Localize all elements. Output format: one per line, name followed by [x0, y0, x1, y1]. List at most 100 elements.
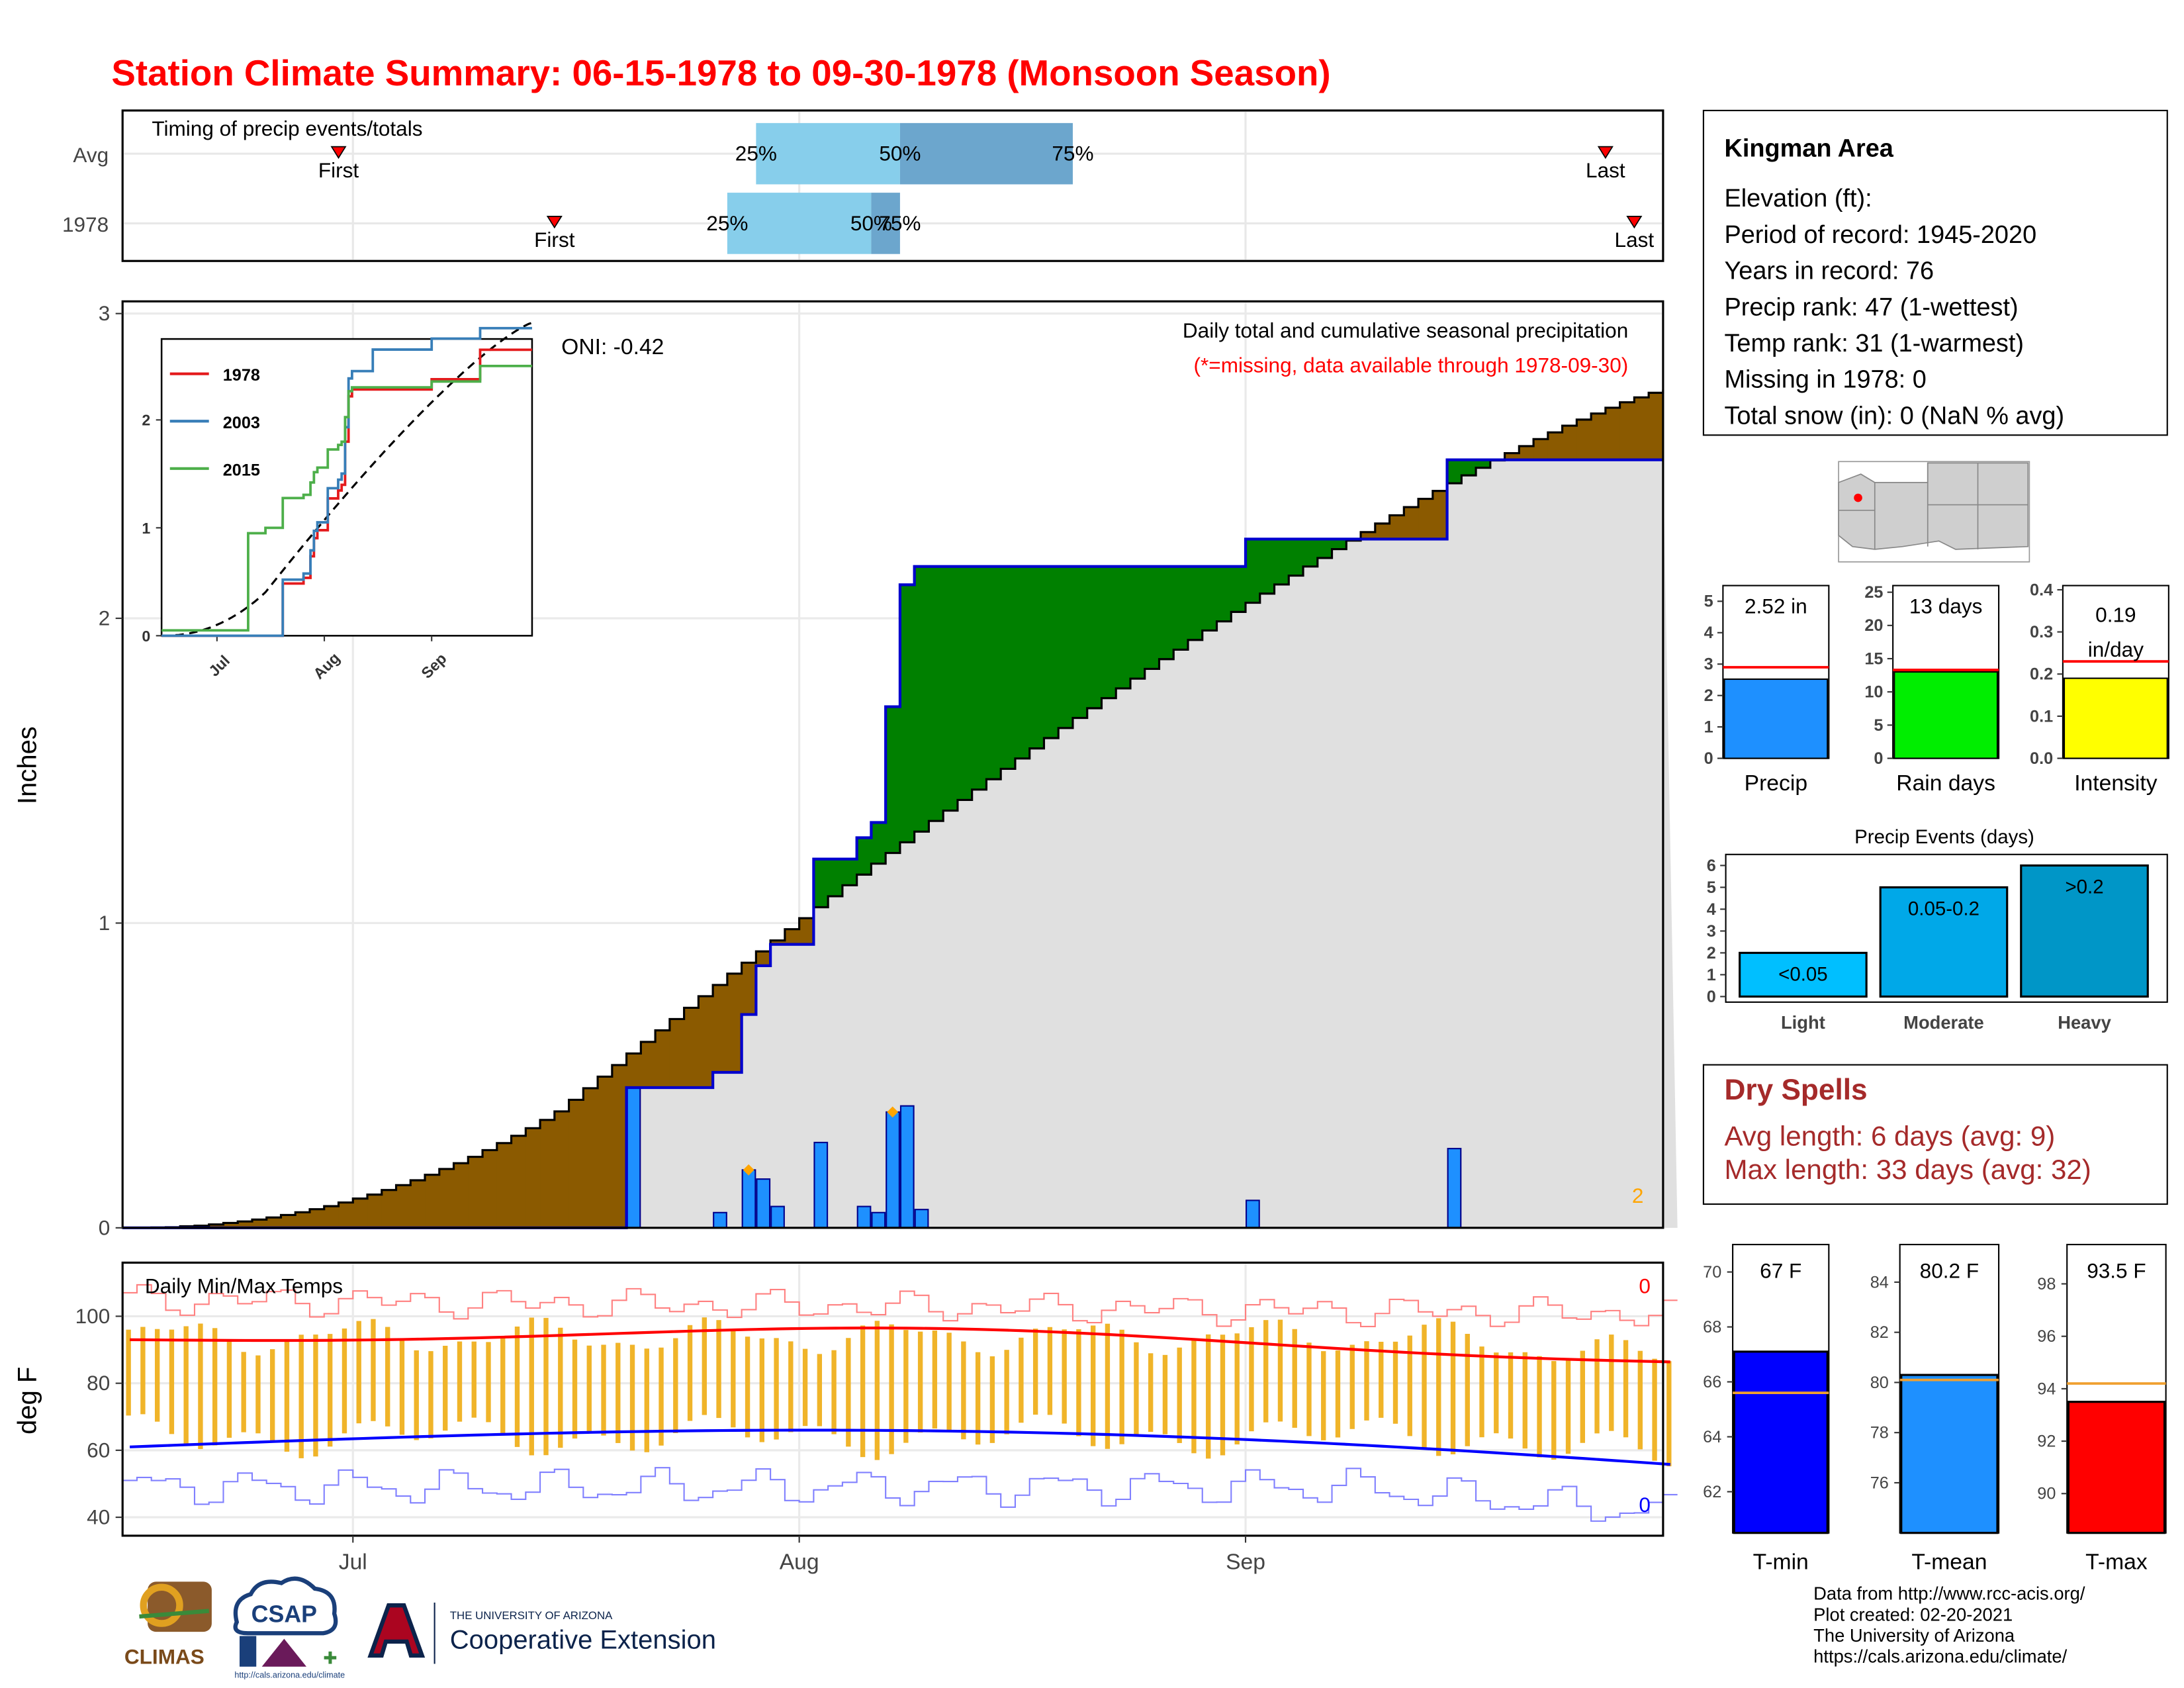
- precip-events-title: Precip Events (days): [1854, 826, 2034, 848]
- daily-temp-range-bar: [1436, 1318, 1441, 1456]
- deficit-fill: [482, 1150, 498, 1228]
- events-tick-label: 0: [1707, 988, 1716, 1006]
- average-min-line: [130, 1429, 1670, 1466]
- temp-summary-value: 67 F: [1760, 1259, 1801, 1283]
- climas-logo-text: CLIMAS: [124, 1645, 205, 1669]
- daily-temp-range-bar: [428, 1351, 433, 1438]
- daily-temp-range-bar: [673, 1338, 678, 1433]
- daily-precip-bar: [871, 1211, 886, 1229]
- deficit-fill: [799, 918, 815, 945]
- daily-temp-range-bar: [629, 1344, 635, 1451]
- summary-tick-label: 1: [1704, 718, 1713, 737]
- surplus-fill: [813, 859, 829, 908]
- surplus-fill: [1116, 566, 1131, 688]
- y-tick-label: 40: [87, 1505, 110, 1529]
- daily-temp-range-bar: [1594, 1339, 1600, 1434]
- event-bar: [2020, 864, 2149, 998]
- daily-precip-bar: [813, 1141, 829, 1229]
- daily-temp-range-bar: [1580, 1350, 1585, 1443]
- event-bar-value: 0.05-0.2: [1908, 898, 1979, 920]
- daily-temp-range-bar: [212, 1328, 218, 1446]
- deficit-fill: [353, 1198, 368, 1228]
- daily-precip-bar: [1246, 1199, 1260, 1229]
- first-event-marker: [546, 216, 563, 229]
- station-detail-line: Precip rank: 47 (1-wettest): [1724, 293, 2018, 321]
- daily-temp-range-bar: [1422, 1325, 1427, 1449]
- deficit-fill: [784, 929, 800, 945]
- deficit-fill: [1547, 432, 1563, 460]
- station-detail-line: Elevation (ft):: [1724, 185, 1872, 212]
- daily-temp-range-bar: [1450, 1321, 1456, 1454]
- temp-summary-tick-label: 84: [1870, 1273, 1889, 1291]
- timing-row-label-year: 1978: [62, 212, 109, 236]
- daily-temp-range-bar: [917, 1331, 923, 1433]
- temp-summary-tick-label: 68: [1703, 1318, 1721, 1336]
- daily-temp-range-bar: [817, 1354, 823, 1427]
- surplus-fill: [1447, 459, 1463, 484]
- footer-credits: Data from http://www.rcc-acis.org/ Plot …: [1813, 1583, 2085, 1667]
- event-bar: [1879, 886, 2009, 998]
- timing-bar-25-50: [727, 193, 872, 254]
- surplus-fill: [828, 859, 843, 896]
- surplus-fill: [1173, 566, 1189, 650]
- daily-temp-range-bar: [1004, 1350, 1009, 1434]
- summary-bar-label: Precip: [1745, 771, 1807, 796]
- timing-panel: Timing of precip events/totals 25% 50% 75%…: [62, 109, 1664, 262]
- daily-temp-range-bar: [371, 1319, 376, 1421]
- summary-tick-label: 5: [1874, 716, 1883, 735]
- daily-temp-range-bar: [1392, 1341, 1398, 1424]
- deficit-fill: [770, 940, 786, 945]
- daily-temp-range-bar: [659, 1347, 664, 1446]
- daily-temp-range-bar: [399, 1340, 405, 1435]
- temp-summary-label: T-mean: [1911, 1550, 1987, 1574]
- surplus-fill: [1001, 566, 1016, 769]
- summary-value-text: 13 days: [1909, 594, 1983, 618]
- timing-row-label-avg: Avg: [73, 143, 109, 167]
- y-tick-label: 80: [87, 1371, 110, 1395]
- daily-temp-range-bar: [385, 1327, 390, 1427]
- inset-legend-label: 2003: [223, 414, 260, 432]
- daily-temp-range-bar: [1292, 1329, 1297, 1428]
- precip-caption: Daily total and cumulative seasonal prec…: [1183, 318, 1628, 342]
- surplus-fill: [957, 566, 973, 800]
- deficit-fill: [756, 951, 771, 966]
- temp-summary-label: T-min: [1753, 1550, 1809, 1574]
- surplus-fill: [972, 566, 987, 790]
- surplus-fill: [1130, 566, 1146, 679]
- deficit-fill: [583, 1088, 598, 1228]
- timing-bar-25-50: [756, 122, 900, 185]
- deficit-fill: [684, 1008, 700, 1088]
- deficit-fill: [1634, 397, 1649, 460]
- daily-precip-bar: [756, 1178, 771, 1229]
- daily-temp-range-bar: [1277, 1319, 1283, 1422]
- surplus-fill: [1101, 566, 1117, 698]
- deficit-fill: [1418, 498, 1433, 539]
- csap-logo-text: CSAP: [251, 1601, 317, 1627]
- daily-temp-range-bar: [1234, 1333, 1240, 1445]
- temp-summary-tick-label: 94: [2037, 1380, 2056, 1398]
- summary-value-bar: [1893, 671, 1999, 759]
- x-tick-label: Sep: [1226, 1550, 1265, 1574]
- deficit-fill: [281, 1215, 296, 1228]
- deficit-fill: [496, 1143, 512, 1228]
- y-tick-label: 2: [99, 606, 111, 630]
- temp-summary-tick-label: 96: [2037, 1327, 2056, 1346]
- daily-temp-range-bar: [328, 1334, 333, 1447]
- university-of-arizona-logo: THE UNIVERSITY OF ARIZONA Cooperative Ex…: [367, 1602, 716, 1664]
- summary-value-text: in/day: [2088, 637, 2144, 661]
- daily-temp-range-bar: [716, 1320, 721, 1419]
- surplus-fill: [1216, 566, 1232, 622]
- surplus-fill: [1476, 459, 1491, 468]
- summary-tick-label: 0.1: [2030, 707, 2053, 726]
- daily-temp-range-bar: [975, 1352, 981, 1445]
- deficit-fill: [410, 1180, 426, 1228]
- daily-precip-bar: [626, 1086, 641, 1229]
- timing-label-25: 25%: [735, 142, 777, 165]
- daily-temp-range-bar: [1407, 1335, 1412, 1436]
- daily-temp-range-bar: [414, 1350, 419, 1440]
- daily-temp-range-bar: [1062, 1329, 1067, 1424]
- surplus-fill: [1461, 459, 1477, 476]
- daily-temp-range-bar: [946, 1333, 952, 1432]
- deficit-fill: [367, 1194, 383, 1228]
- surplus-fill: [1259, 539, 1275, 594]
